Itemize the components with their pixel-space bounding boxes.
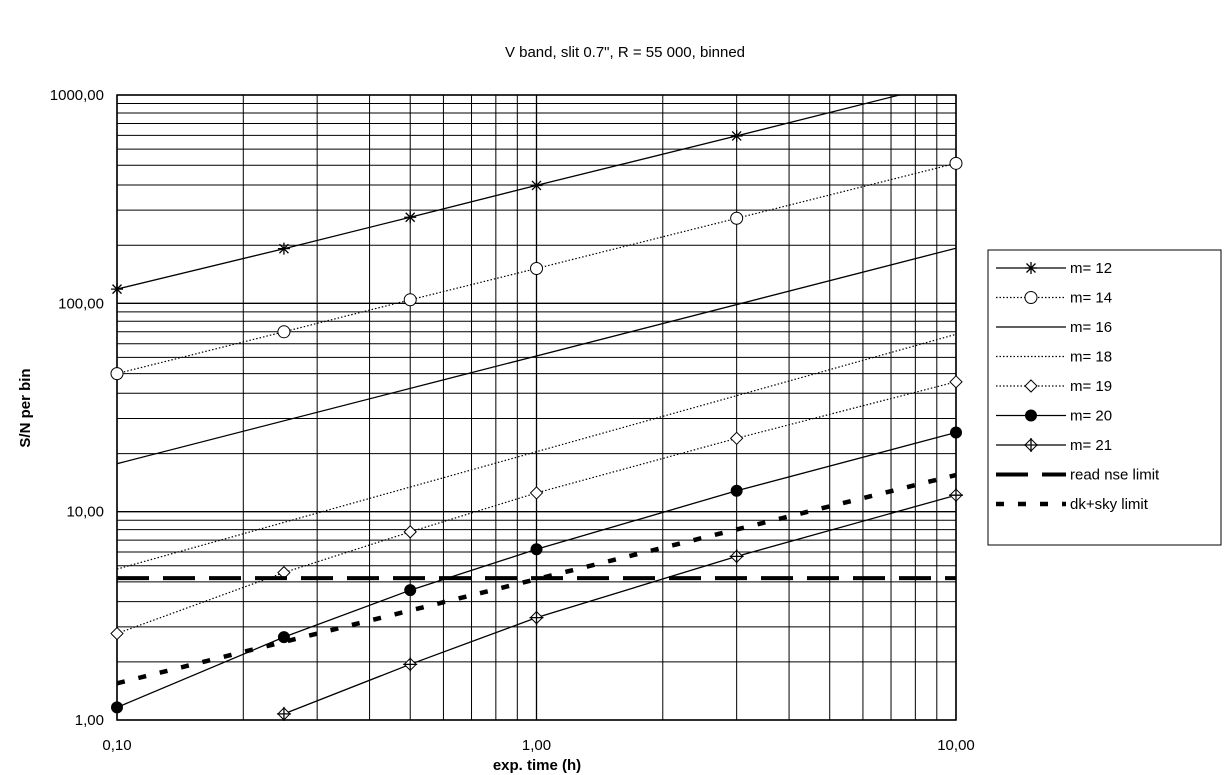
data-point	[277, 242, 290, 255]
legend-label: m= 16	[1070, 319, 1112, 336]
x-tick-label: 1,00	[522, 737, 551, 754]
legend-label: m= 14	[1070, 290, 1112, 307]
data-point	[730, 484, 743, 497]
series-4	[110, 375, 963, 641]
legend-item: m= 18	[996, 349, 1112, 366]
data-point	[730, 129, 743, 142]
data-point	[403, 657, 418, 672]
legend-item: m= 16	[996, 319, 1112, 336]
legend-marker	[1024, 379, 1038, 393]
legend-label: m= 20	[1070, 408, 1112, 425]
data-point	[404, 211, 417, 224]
data-point	[403, 293, 417, 307]
legend: m= 12 m= 14 m= 16 m= 18 m= 19 m= 20 m= 21 read …	[987, 249, 1222, 546]
data-point	[949, 488, 963, 503]
y-tick-label: 10,00	[66, 504, 104, 521]
series-layer	[110, 95, 963, 721]
data-point	[110, 626, 124, 641]
data-point	[729, 549, 744, 564]
legend-marker	[1024, 291, 1038, 304]
series-line	[117, 431, 956, 708]
legend-item: dk+sky limit	[996, 496, 1149, 513]
data-point	[529, 486, 544, 500]
data-point	[949, 156, 963, 170]
y-tick-label: 100,00	[58, 295, 104, 312]
x-tick-label: 0,10	[102, 737, 131, 754]
legend-label: m= 19	[1070, 378, 1112, 395]
series-5	[111, 426, 962, 714]
legend-label: m= 12	[1070, 260, 1112, 277]
series-line	[117, 381, 956, 635]
legend-label: m= 18	[1070, 349, 1112, 366]
legend-item: m= 19	[996, 378, 1112, 395]
data-point	[729, 431, 744, 446]
data-point	[403, 525, 417, 539]
data-point	[111, 283, 123, 296]
series-line	[117, 247, 956, 465]
data-point	[950, 426, 962, 439]
legend-item: m= 21	[996, 437, 1112, 454]
y-tick-label: 1,00	[75, 712, 104, 729]
plot-area	[116, 94, 957, 721]
data-point	[276, 706, 291, 721]
series-line	[283, 494, 956, 715]
tick-labels: 0,10 1,00 10,00 1,00 10,00 100,00 1000,00	[50, 87, 975, 754]
series-0	[111, 95, 903, 296]
data-point	[111, 701, 123, 714]
data-point	[110, 367, 124, 381]
data-point	[277, 631, 290, 644]
series-6	[276, 488, 963, 721]
legend-item: read nse limit	[996, 467, 1160, 484]
data-point	[730, 211, 744, 225]
data-point	[277, 325, 291, 339]
data-point	[529, 610, 544, 625]
legend-marker	[1025, 262, 1037, 274]
chart-title: V band, slit 0.7", R = 55 000, binned	[505, 44, 745, 61]
data-point	[530, 543, 543, 556]
legend-marker	[1025, 409, 1037, 422]
x-tick-label: 10,00	[937, 737, 975, 754]
data-point	[949, 375, 963, 389]
data-point	[530, 179, 543, 192]
series-2	[117, 247, 956, 465]
y-tick-label: 1000,00	[50, 87, 104, 104]
legend-item: m= 20	[996, 408, 1112, 425]
legend-item: m= 14	[996, 290, 1112, 307]
legend-label: m= 21	[1070, 437, 1112, 454]
legend-label: read nse limit	[1070, 467, 1160, 484]
series-line	[117, 162, 956, 375]
legend-marker	[1024, 438, 1038, 452]
y-axis-label: S/N per bin	[17, 368, 34, 447]
legend-label: dk+sky limit	[1070, 496, 1149, 513]
data-point	[530, 261, 543, 275]
x-axis-label: exp. time (h)	[493, 757, 581, 774]
data-point	[404, 584, 417, 597]
legend-item: m= 12	[996, 260, 1112, 277]
series-1	[110, 156, 963, 381]
series-line	[117, 95, 903, 290]
